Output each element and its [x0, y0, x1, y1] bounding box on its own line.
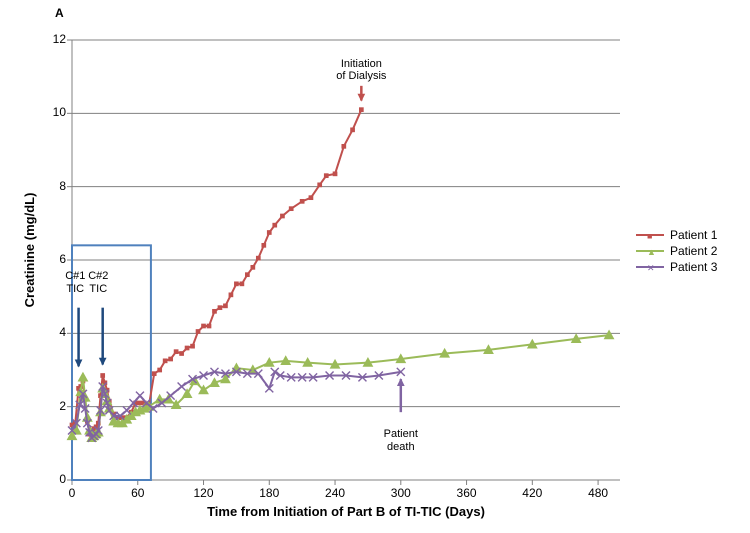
legend: ■Patient 1 ▲Patient 2 ✕Patient 3	[636, 228, 717, 276]
legend-label: Patient 1	[670, 228, 717, 242]
legend-item: ▲Patient 2	[636, 244, 717, 258]
legend-label: Patient 3	[670, 260, 717, 274]
figure-panel: A Creatinine (mg/dL) Time from Initiatio…	[0, 0, 750, 533]
annotation-c2: C#2TIC	[63, 270, 133, 295]
annotation-dialysis: Initiationof Dialysis	[326, 58, 396, 83]
legend-item: ✕Patient 3	[636, 260, 717, 274]
legend-label: Patient 2	[670, 244, 717, 258]
annotation-death: Patientdeath	[366, 428, 436, 453]
legend-item: ■Patient 1	[636, 228, 717, 242]
